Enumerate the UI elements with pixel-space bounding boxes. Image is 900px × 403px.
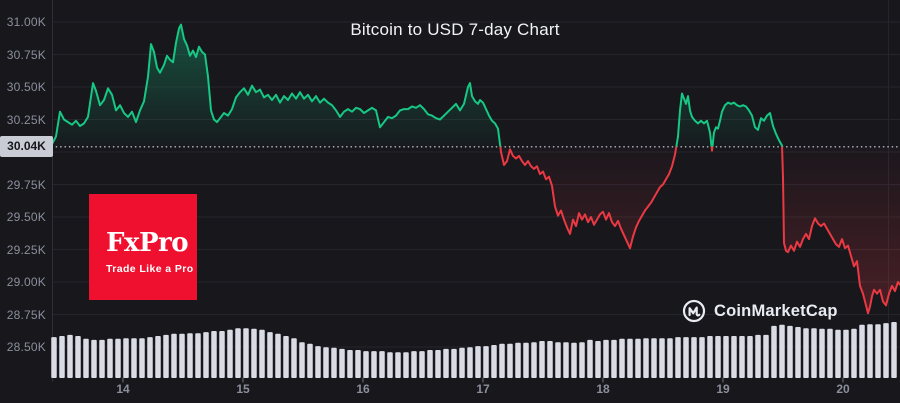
y-axis-label-29-50k: 29.50K bbox=[6, 210, 46, 224]
coinmarketcap-logo[interactable]: CoinMarketCap bbox=[682, 299, 838, 323]
y-axis-label-30-75k: 30.75K bbox=[6, 47, 46, 62]
y-axis-label-28-75k: 28.75K bbox=[6, 307, 46, 322]
x-axis-label-19: 19 bbox=[716, 382, 730, 396]
y-axis-label-31-00k: 31.00K bbox=[6, 15, 46, 29]
y-axis-label-29-00k: 29.00K bbox=[6, 275, 46, 289]
y-axis-label-29-25k: 29.25K bbox=[6, 242, 46, 257]
y-axis-label-28-50k: 28.50K bbox=[6, 340, 46, 354]
coinmarketcap-wordmark: CoinMarketCap bbox=[714, 301, 838, 320]
y-axis-label-29-75k: 29.75K bbox=[6, 177, 46, 192]
x-axis-label-18: 18 bbox=[596, 382, 610, 396]
chart-title: Bitcoin to USD 7-day Chart bbox=[350, 20, 560, 39]
y-axis-label-30-25k: 30.25K bbox=[6, 112, 46, 127]
fxpro-tagline: Trade Like a Pro bbox=[106, 262, 194, 275]
coinmarketcap-mark-icon bbox=[682, 299, 706, 323]
x-axis-label-15: 15 bbox=[236, 382, 250, 396]
x-axis-label-20: 20 bbox=[836, 382, 850, 396]
x-axis-label-14: 14 bbox=[116, 382, 130, 396]
current-price-badge: 30.04K bbox=[0, 136, 53, 157]
y-axis-label-30-50k: 30.50K bbox=[6, 80, 46, 94]
x-axis-label-17: 17 bbox=[476, 382, 490, 396]
fxpro-wordmark: FxPro bbox=[106, 227, 189, 258]
x-axis-label-16: 16 bbox=[356, 382, 370, 396]
fxpro-sponsor-logo[interactable]: FxPro Trade Like a Pro bbox=[89, 194, 197, 300]
